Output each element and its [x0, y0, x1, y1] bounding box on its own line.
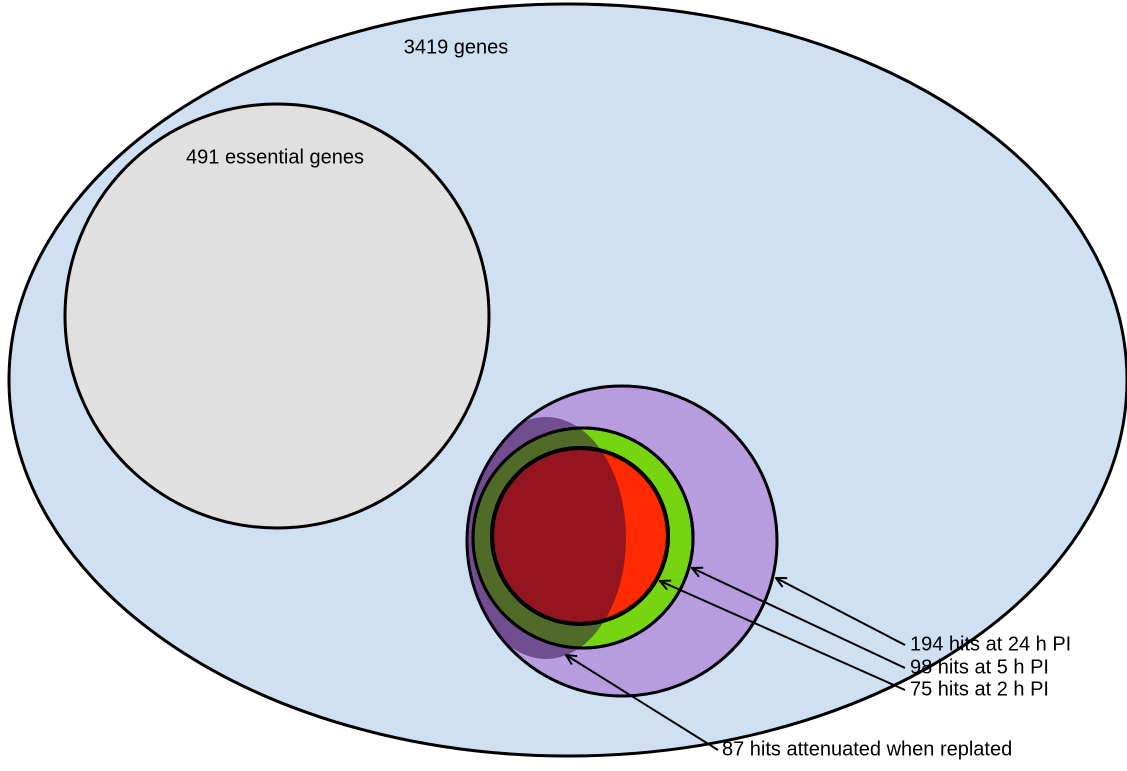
set-label: 87 hits attenuated when replated [722, 738, 1012, 760]
set-label: 194 hits at 24 h PI [910, 633, 1071, 655]
set-label: 491 essential genes [186, 146, 364, 168]
set-label: 98 hits at 5 h PI [910, 656, 1049, 678]
set-label: 75 hits at 2 h PI [910, 678, 1049, 700]
set-label: 3419 genes [404, 36, 509, 58]
attenuated-set [467, 417, 626, 659]
arrow [776, 578, 906, 646]
hits-5h-outline [471, 426, 695, 650]
arrow [566, 655, 719, 751]
arrow [692, 568, 906, 669]
arrow [660, 581, 906, 691]
hits-2h-outline [490, 446, 670, 626]
essential-set [63, 102, 491, 530]
